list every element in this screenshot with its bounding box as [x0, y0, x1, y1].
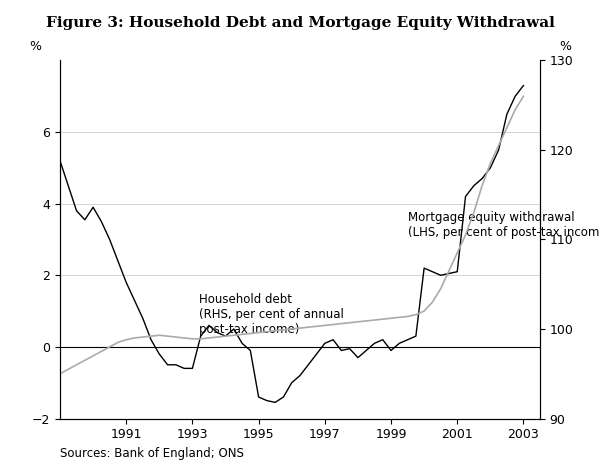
Text: Mortgage equity withdrawal
(LHS, per cent of post-tax income): Mortgage equity withdrawal (LHS, per cen… [407, 211, 600, 239]
Text: %: % [559, 40, 571, 53]
Text: %: % [29, 40, 41, 53]
Text: Sources: Bank of England; ONS: Sources: Bank of England; ONS [60, 447, 244, 460]
Text: Household debt
(RHS, per cent of annual
post-tax income): Household debt (RHS, per cent of annual … [199, 293, 344, 336]
Text: Figure 3: Household Debt and Mortgage Equity Withdrawal: Figure 3: Household Debt and Mortgage Eq… [46, 16, 554, 30]
